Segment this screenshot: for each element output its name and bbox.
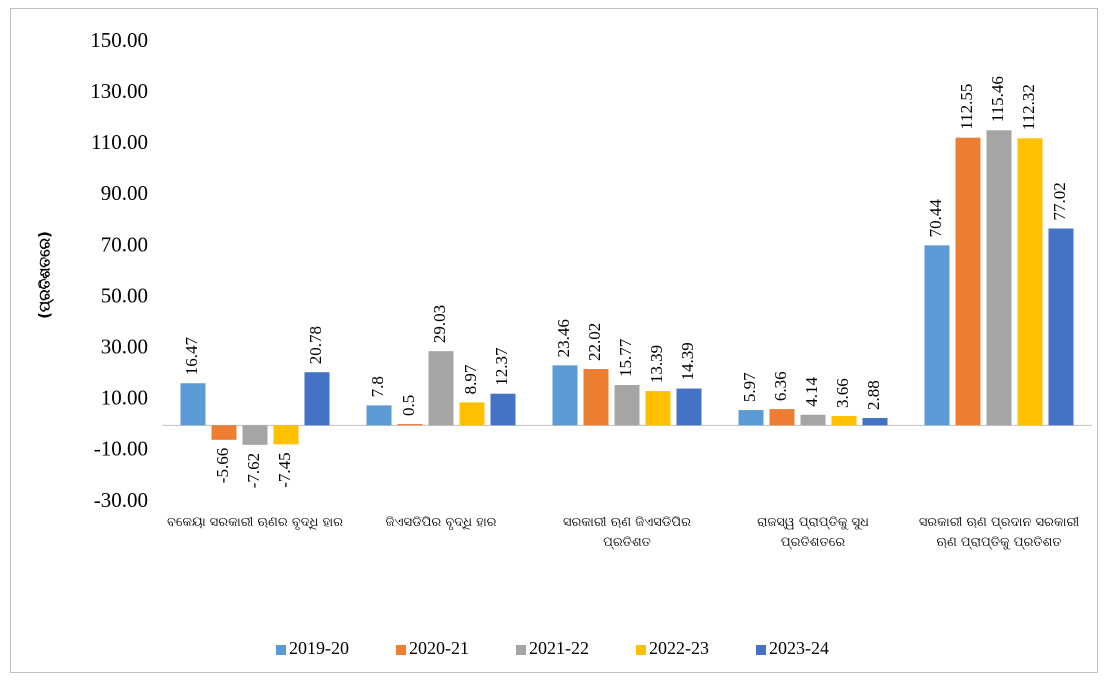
x-tick-label: ସରକାରୀ ଋଣ ପ୍ରଦାନ ସରକାରୀ ଋଣ ପ୍ରାପ୍ତିକୁ ପ୍… (918, 515, 1080, 550)
data-label: 70.44 (926, 199, 945, 238)
data-label: 8.97 (461, 364, 480, 394)
bar (273, 425, 299, 445)
y-tick-label: 90.00 (101, 181, 148, 205)
legend-swatch (276, 645, 286, 655)
data-label: 6.36 (771, 371, 790, 401)
bar (397, 424, 423, 426)
bar (862, 417, 888, 426)
y-tick-label: 110.00 (91, 130, 148, 154)
y-tick-label: 130.00 (90, 79, 148, 103)
legend-swatch (516, 645, 526, 655)
bar (831, 415, 857, 426)
data-label: 3.66 (833, 378, 852, 408)
bar (242, 425, 268, 445)
bar (955, 137, 981, 426)
bar (211, 425, 237, 440)
data-label: 112.55 (957, 84, 976, 130)
bar (614, 385, 640, 426)
data-label: 16.47 (182, 336, 201, 375)
legend-label: 2022-23 (649, 638, 709, 658)
data-label: 15.77 (616, 338, 635, 377)
y-tick-label: -30.00 (94, 488, 148, 512)
bar (769, 409, 795, 426)
data-label: 14.39 (678, 342, 697, 380)
bar (459, 402, 485, 426)
bar (924, 245, 950, 426)
data-label: 77.02 (1050, 182, 1069, 220)
legend-swatch (396, 645, 406, 655)
data-label: 7.8 (368, 376, 387, 397)
legend-swatch (636, 645, 646, 655)
bar (676, 388, 702, 426)
bar (738, 410, 764, 426)
bar (366, 405, 392, 426)
bar (1017, 138, 1043, 426)
legend-label: 2021-22 (529, 638, 589, 658)
data-label: 22.02 (585, 323, 604, 361)
bar (552, 365, 578, 426)
bar (304, 372, 330, 426)
y-axis-label: (ପ୍ରତିଶତରେ) (36, 231, 55, 319)
bar (986, 130, 1012, 426)
y-tick-label: 30.00 (101, 334, 148, 358)
data-label: 2.88 (864, 380, 883, 410)
x-tick-label: ବକେୟା ସରକାରୀ ଋଣର ବୃଦ୍ଧି ହାର (167, 515, 343, 530)
y-tick-label: 70.00 (101, 232, 148, 256)
bar (180, 383, 206, 426)
y-tick-label: 10.00 (101, 386, 148, 410)
data-label: -5.66 (213, 448, 232, 483)
data-label: -7.45 (275, 452, 294, 487)
y-tick-label: 50.00 (101, 283, 148, 307)
bar (490, 393, 516, 426)
data-label: 115.46 (988, 76, 1007, 122)
legend-label: 2020-21 (409, 638, 469, 658)
data-label: 4.14 (802, 377, 821, 407)
bar (800, 414, 826, 426)
data-label: 29.03 (430, 305, 449, 343)
bar (428, 351, 454, 426)
legend-label: 2019-20 (289, 638, 349, 658)
data-label: 12.37 (492, 347, 511, 386)
y-tick-label: 150.00 (90, 28, 148, 52)
x-tick-label: ରାଜସ୍ୱ ପ୍ରାପ୍ତିକୁ ସୁଧ ପ୍ରତିଶତରେ (757, 515, 869, 550)
x-tick-label: ଜିଏସଡିପିର ବୃଦ୍ଧି ହାର (385, 515, 497, 530)
data-label: 13.39 (647, 345, 666, 383)
bar (645, 391, 671, 426)
data-label: 23.46 (554, 319, 573, 357)
data-label: -7.62 (244, 453, 263, 488)
data-label: 5.97 (740, 372, 759, 402)
legend-swatch (756, 645, 766, 655)
legend-label: 2023-24 (769, 638, 829, 658)
data-label: 112.32 (1019, 84, 1038, 130)
chart-frame (10, 8, 1098, 673)
y-tick-label: -10.00 (94, 437, 148, 461)
x-tick-label: ସରକାରୀ ଋଣ ଜିଏସଡିପିର ପ୍ରତିଶତ (563, 515, 691, 550)
bar (583, 369, 609, 426)
data-label: 20.78 (306, 326, 325, 364)
data-label: 0.5 (399, 395, 418, 416)
bar (1048, 228, 1074, 426)
